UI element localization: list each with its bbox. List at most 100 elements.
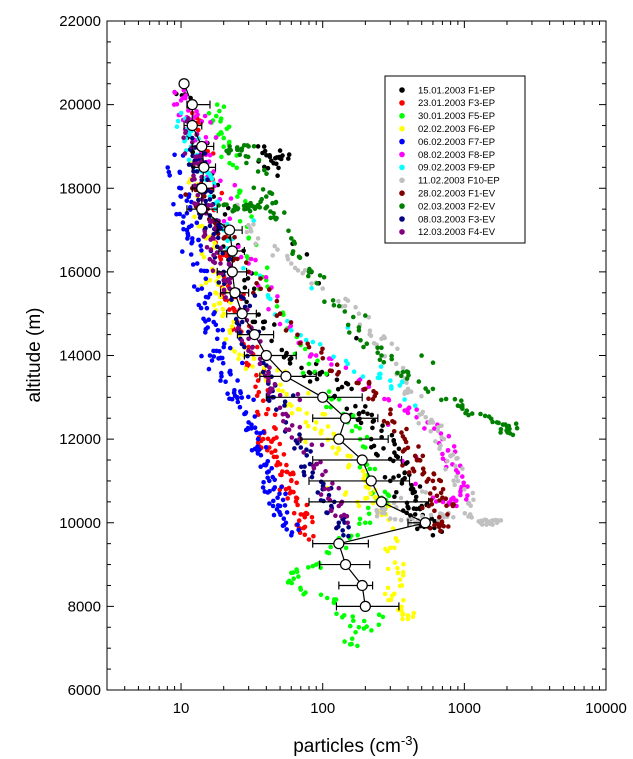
data-point-cloud bbox=[394, 490, 399, 495]
data-point bbox=[388, 411, 393, 417]
data-point-cloud bbox=[223, 379, 228, 385]
data-point-cloud bbox=[379, 506, 385, 512]
data-point bbox=[388, 378, 393, 383]
data-point-cloud bbox=[237, 352, 242, 358]
data-point-cloud bbox=[420, 453, 426, 459]
data-point-cloud bbox=[261, 360, 266, 366]
legend-item: 30.01.2003 F5-EP bbox=[399, 111, 495, 122]
data-point-cloud bbox=[361, 626, 367, 631]
data-point-cloud bbox=[253, 241, 258, 247]
data-point-cloud bbox=[238, 188, 243, 194]
data-point-cloud bbox=[262, 164, 267, 170]
data-point-cloud bbox=[277, 405, 283, 411]
data-point-cloud bbox=[249, 422, 254, 428]
data-point-cloud bbox=[439, 520, 445, 525]
data-point-cloud bbox=[366, 486, 371, 491]
data-point-cloud bbox=[310, 563, 316, 569]
data-point-cloud bbox=[484, 522, 489, 527]
data-point-cloud bbox=[374, 513, 380, 519]
data-point-cloud bbox=[209, 358, 215, 363]
data-point-cloud bbox=[398, 495, 404, 501]
data-point-cloud bbox=[385, 420, 390, 426]
mean-marker bbox=[196, 140, 208, 153]
mean-marker bbox=[356, 454, 368, 466]
data-point-cloud bbox=[220, 360, 226, 366]
data-point-cloud bbox=[267, 287, 272, 292]
data-point-cloud bbox=[498, 430, 503, 435]
y-tick-label: 6000 bbox=[68, 682, 101, 699]
data-point-cloud bbox=[306, 391, 311, 396]
data-point-cloud bbox=[202, 300, 208, 306]
data-point-cloud bbox=[289, 530, 295, 535]
data-point-cloud bbox=[296, 518, 302, 523]
data-point-cloud bbox=[279, 347, 285, 353]
data-point-cloud bbox=[208, 218, 213, 223]
data-point-cloud bbox=[307, 461, 313, 467]
data-point-cloud bbox=[453, 463, 458, 469]
data-point-cloud bbox=[183, 129, 189, 134]
data-point-cloud bbox=[214, 250, 220, 255]
data-point-cloud bbox=[271, 498, 276, 504]
data-point-cloud bbox=[392, 517, 398, 522]
data-point-cloud bbox=[243, 199, 248, 204]
data-point-cloud bbox=[279, 484, 284, 490]
data-point-cloud bbox=[206, 111, 212, 116]
data-point-cloud bbox=[272, 485, 278, 490]
data-point-cloud bbox=[253, 257, 258, 263]
data-point-cloud bbox=[453, 467, 459, 473]
data-point-cloud bbox=[181, 226, 186, 232]
data-point-cloud bbox=[334, 377, 340, 383]
data-point-cloud bbox=[177, 185, 182, 191]
legend-label: 30.01.2003 F5-EP bbox=[418, 111, 495, 122]
data-point-cloud bbox=[381, 446, 386, 451]
data-point bbox=[289, 328, 294, 333]
legend-label: 11.02.2003 F10-EP bbox=[418, 176, 500, 187]
data-point-cloud bbox=[203, 135, 209, 140]
data-point-cloud bbox=[225, 391, 230, 397]
legend-item: 09.02.2003 F9-EP bbox=[399, 163, 495, 174]
y-tick-label: 16000 bbox=[59, 264, 101, 281]
data-point-cloud bbox=[438, 478, 444, 484]
data-point-cloud bbox=[399, 373, 404, 379]
data-point-cloud bbox=[260, 187, 266, 192]
y-tick-label: 12000 bbox=[59, 431, 101, 448]
data-point bbox=[255, 436, 261, 442]
data-point-cloud bbox=[286, 152, 292, 157]
legend-label: 28.02.2003 F1-EV bbox=[418, 189, 496, 200]
data-point-cloud bbox=[172, 90, 178, 96]
data-point-cloud bbox=[322, 486, 327, 492]
data-point-cloud bbox=[216, 280, 222, 285]
data-point-cloud bbox=[366, 396, 371, 402]
data-point-cloud bbox=[232, 203, 238, 209]
data-point-cloud bbox=[254, 393, 260, 399]
data-point-cloud bbox=[382, 335, 388, 341]
data-point-cloud bbox=[400, 369, 406, 375]
legend-marker bbox=[399, 177, 405, 184]
data-point-cloud bbox=[411, 610, 417, 616]
data-point-cloud bbox=[262, 167, 267, 173]
legend-marker bbox=[399, 203, 405, 209]
data-point-cloud bbox=[284, 510, 290, 515]
data-point-cloud bbox=[213, 135, 219, 140]
data-point-cloud bbox=[353, 630, 358, 635]
data-point-cloud bbox=[414, 407, 420, 412]
data-point bbox=[239, 319, 245, 325]
data-point-cloud bbox=[341, 613, 347, 618]
data-point-cloud bbox=[225, 238, 230, 243]
data-point-cloud bbox=[199, 353, 204, 359]
data-point bbox=[190, 135, 195, 141]
data-point-cloud bbox=[355, 532, 361, 538]
x-tick-label: 100 bbox=[310, 700, 335, 717]
data-point-cloud bbox=[302, 472, 307, 478]
data-point-cloud bbox=[496, 420, 501, 426]
data-point-cloud bbox=[246, 394, 251, 400]
data-point bbox=[349, 386, 354, 392]
data-point-cloud bbox=[357, 426, 363, 431]
data-point-cloud bbox=[446, 433, 452, 439]
data-point-cloud bbox=[446, 524, 451, 529]
data-point-cloud bbox=[324, 371, 329, 377]
data-point-cloud bbox=[363, 404, 368, 409]
data-point-cloud bbox=[380, 614, 386, 620]
tick-labels: 10 100 1000 10000 6000 8000 10000 12000 14000 160… bbox=[59, 13, 627, 717]
data-point-cloud bbox=[267, 501, 272, 506]
